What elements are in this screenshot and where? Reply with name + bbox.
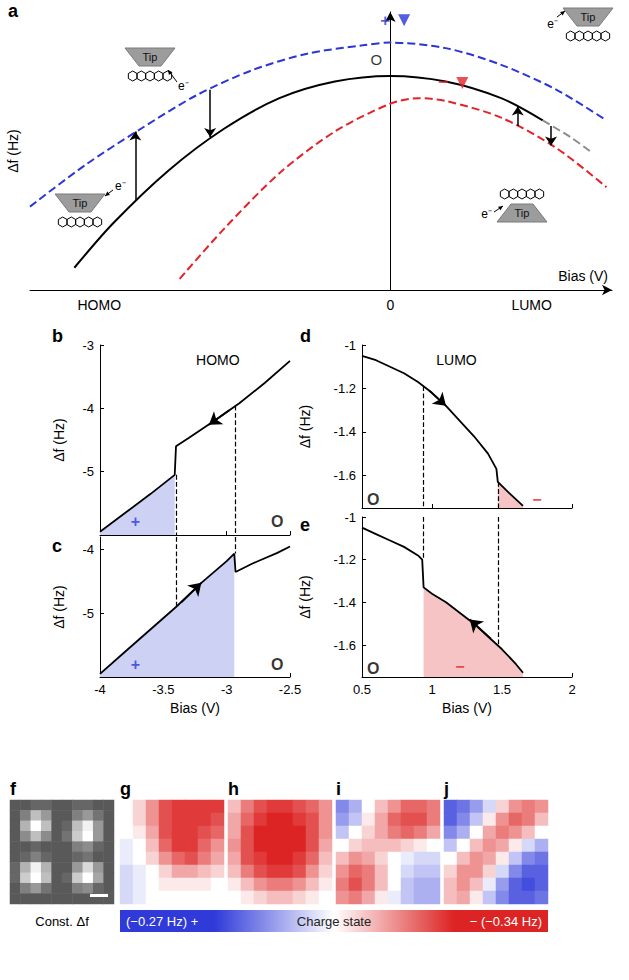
svg-text:f: f	[10, 779, 17, 799]
svg-text:-5: -5	[82, 464, 94, 479]
svg-text:Δf (Hz): Δf (Hz)	[51, 585, 67, 629]
svg-text:HOMO: HOMO	[78, 297, 122, 313]
svg-text:-4: -4	[82, 401, 94, 416]
svg-text:-3: -3	[82, 338, 94, 353]
svg-text:− (−0.34 Hz): − (−0.34 Hz)	[470, 914, 542, 929]
svg-text:-1: -1	[344, 510, 356, 525]
svg-text:1.5: 1.5	[493, 682, 511, 697]
svg-text:h: h	[228, 779, 239, 799]
svg-text:-1.2: -1.2	[334, 552, 356, 567]
svg-text:-1.4: -1.4	[334, 595, 356, 610]
svg-text:O: O	[367, 660, 379, 677]
svg-text:-4: -4	[82, 542, 94, 557]
svg-text:−: −	[455, 658, 464, 675]
svg-text:Bias (V): Bias (V)	[558, 268, 608, 284]
svg-text:Δf (Hz): Δf (Hz)	[5, 129, 21, 173]
svg-text:-5: -5	[82, 606, 94, 621]
svg-text:-2.5: -2.5	[279, 682, 301, 697]
svg-text:0: 0	[386, 297, 394, 313]
svg-text:+: +	[131, 656, 140, 673]
svg-text:e⁻: e⁻	[115, 179, 126, 193]
svg-text:O: O	[367, 491, 379, 508]
svg-text:−: −	[532, 491, 541, 508]
svg-text:LUMO: LUMO	[511, 297, 552, 313]
svg-text:Tip: Tip	[143, 51, 158, 63]
svg-text:-3.5: -3.5	[152, 682, 174, 697]
svg-text:+: +	[380, 11, 390, 30]
svg-text:a: a	[8, 1, 19, 21]
svg-text:-1.6: -1.6	[334, 638, 356, 653]
svg-text:(−0.27 Hz) +: (−0.27 Hz) +	[126, 914, 198, 929]
svg-text:O: O	[371, 51, 383, 68]
svg-text:-1.6: -1.6	[334, 468, 356, 483]
svg-text:Tip: Tip	[73, 197, 88, 209]
svg-text:Bias (V): Bias (V)	[170, 700, 220, 716]
svg-text:LUMO: LUMO	[436, 352, 477, 368]
svg-text:c: c	[52, 536, 62, 556]
svg-text:HOMO: HOMO	[196, 352, 240, 368]
svg-text:Δf (Hz): Δf (Hz)	[51, 418, 67, 462]
svg-text:O: O	[271, 656, 283, 673]
svg-text:e: e	[300, 515, 310, 535]
svg-text:Tip: Tip	[581, 11, 596, 23]
svg-text:b: b	[52, 326, 63, 346]
svg-text:-3: -3	[221, 682, 233, 697]
svg-text:Δf (Hz): Δf (Hz)	[297, 575, 313, 619]
svg-text:i: i	[336, 779, 341, 799]
svg-text:-1.4: -1.4	[334, 424, 356, 439]
svg-text:-4: -4	[94, 682, 106, 697]
svg-text:Const. Δf: Const. Δf	[35, 914, 89, 929]
svg-text:2: 2	[568, 682, 575, 697]
svg-text:0.5: 0.5	[353, 682, 371, 697]
svg-text:Charge state: Charge state	[297, 914, 371, 929]
svg-text:1: 1	[428, 682, 435, 697]
svg-text:j: j	[443, 779, 449, 799]
svg-text:O: O	[271, 513, 283, 530]
svg-text:e⁻: e⁻	[178, 79, 189, 93]
svg-text:d: d	[300, 326, 311, 346]
svg-text:e⁻: e⁻	[547, 17, 558, 31]
svg-text:Tip: Tip	[515, 207, 530, 219]
svg-text:-1: -1	[344, 338, 356, 353]
svg-text:Δf (Hz): Δf (Hz)	[297, 405, 313, 449]
svg-text:+: +	[131, 513, 140, 530]
svg-text:g: g	[120, 779, 131, 799]
svg-text:e⁻: e⁻	[481, 207, 492, 221]
svg-text:−: −	[438, 73, 448, 92]
svg-text:-1.2: -1.2	[334, 381, 356, 396]
svg-text:Bias (V): Bias (V)	[442, 700, 492, 716]
